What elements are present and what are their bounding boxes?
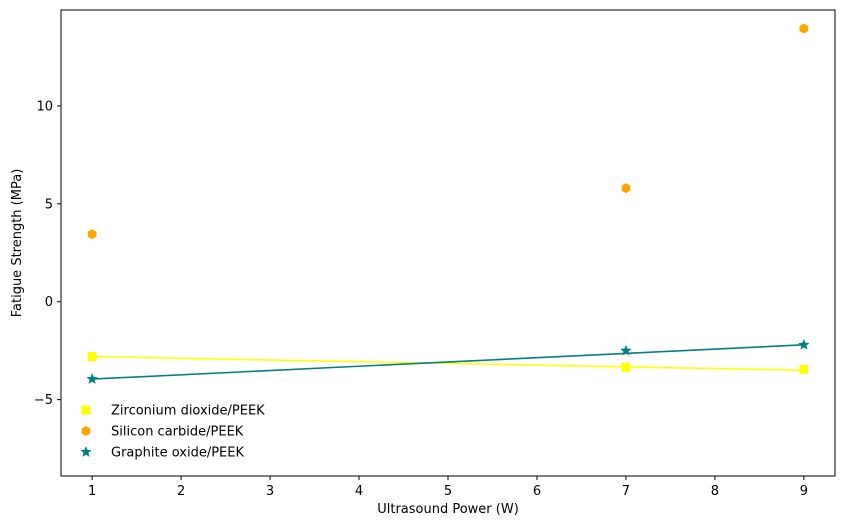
legend: Zirconium dioxide/PEEK Silicon carbide/PE… [80, 404, 265, 461]
trend-lines [92, 344, 804, 380]
x-tick-label: 7 [622, 484, 630, 499]
data-point-series-2 [86, 373, 98, 384]
legend-marker-1 [81, 426, 91, 436]
y-axis-label: Fatigue Strength (MPa) [10, 169, 25, 318]
y-tick-label: 10 [36, 99, 53, 114]
legend-marker-0 [81, 405, 91, 415]
data-point-series-2 [798, 338, 810, 350]
trend-line-series-2 [92, 344, 804, 380]
y-tick-label: 5 [45, 197, 53, 212]
legend-label-1: Silicon carbide/PEEK [111, 425, 244, 440]
x-tick-label: 4 [355, 484, 363, 499]
x-tick-label: 1 [88, 484, 96, 499]
y-tick-label: −5 [34, 393, 53, 408]
data-point-series-0 [87, 352, 97, 362]
data-point-series-0 [621, 362, 631, 372]
data-points [86, 23, 810, 384]
data-point-series-1 [621, 183, 631, 194]
trend-line-series-0 [92, 355, 804, 372]
x-tick-label: 6 [533, 484, 541, 499]
y-tick-label: 0 [45, 295, 53, 310]
data-point-series-0 [799, 364, 809, 374]
axes: 1 2 3 4 5 6 7 8 9 −5 0 5 10 [34, 99, 808, 499]
legend-marker-2 [80, 446, 92, 457]
plot-area [61, 10, 835, 476]
x-tick-label: 5 [444, 484, 452, 499]
data-point-series-1 [799, 23, 809, 34]
legend-label-2: Graphite oxide/PEEK [111, 446, 244, 461]
legend-label-0: Zirconium dioxide/PEEK [111, 404, 265, 419]
x-axis-label: Ultrasound Power (W) [377, 502, 519, 517]
data-point-series-1 [87, 229, 97, 240]
plot-frame [60, 9, 836, 477]
x-tick-label: 8 [711, 484, 719, 499]
x-tick-label: 3 [266, 484, 274, 499]
x-tick-label: 2 [177, 484, 185, 499]
data-point-series-2 [620, 344, 632, 356]
x-tick-label: 9 [800, 484, 808, 499]
